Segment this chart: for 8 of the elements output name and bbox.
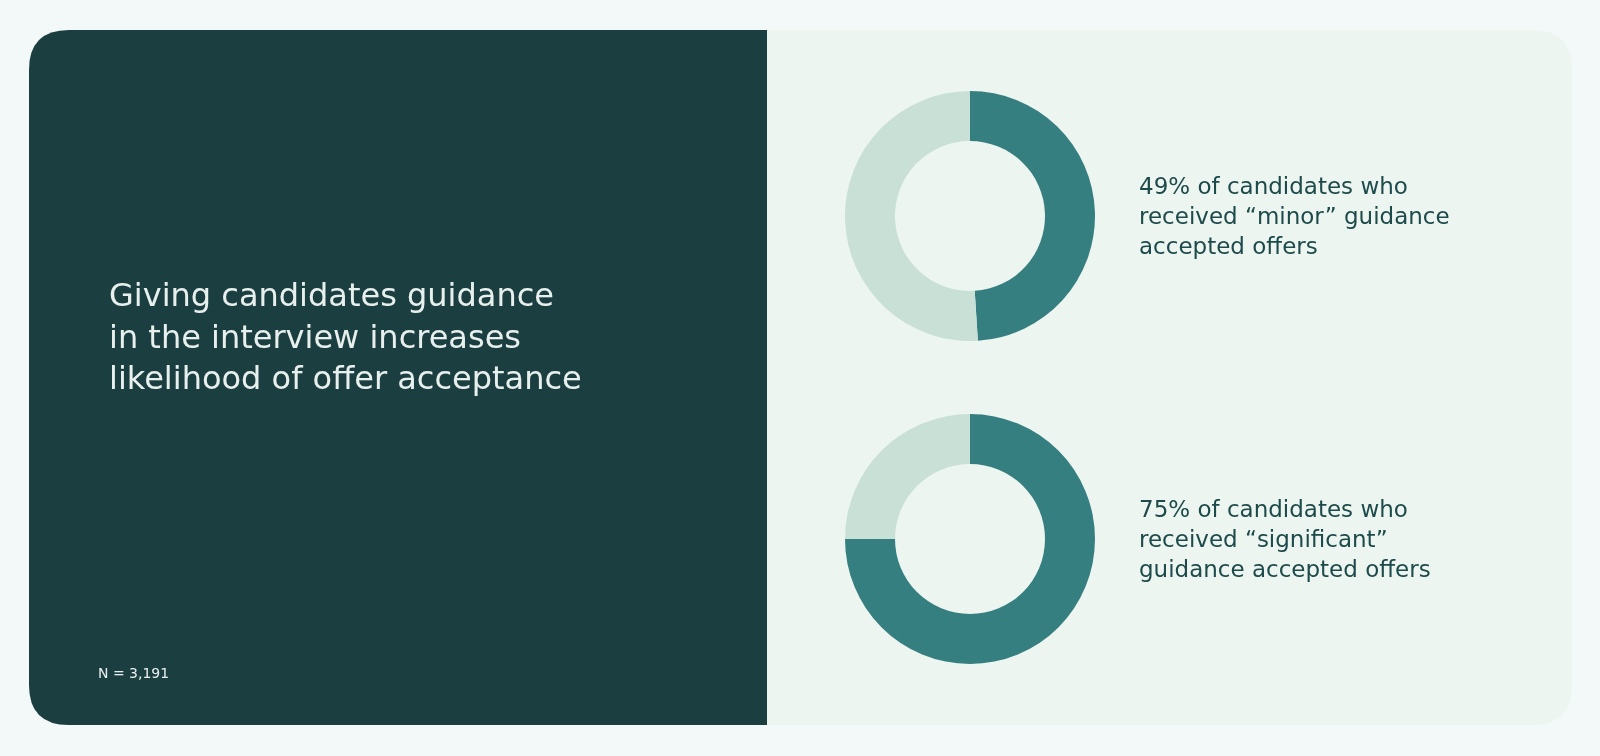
donut-slice: [845, 91, 978, 341]
text: N = 3,191: [98, 665, 170, 681]
donut-slice: [970, 91, 1095, 341]
donut-slice: [845, 414, 970, 539]
donut-slice: [845, 414, 1095, 664]
text: Giving candidates guidance in the interview increases likelihood of offer acceptance: [109, 276, 582, 398]
text: 49% of candidates who received “minor” guidance accepted offers: [1139, 173, 1450, 259]
text: 75% of candidates who received “significant” guidance accepted offers: [1139, 496, 1431, 582]
